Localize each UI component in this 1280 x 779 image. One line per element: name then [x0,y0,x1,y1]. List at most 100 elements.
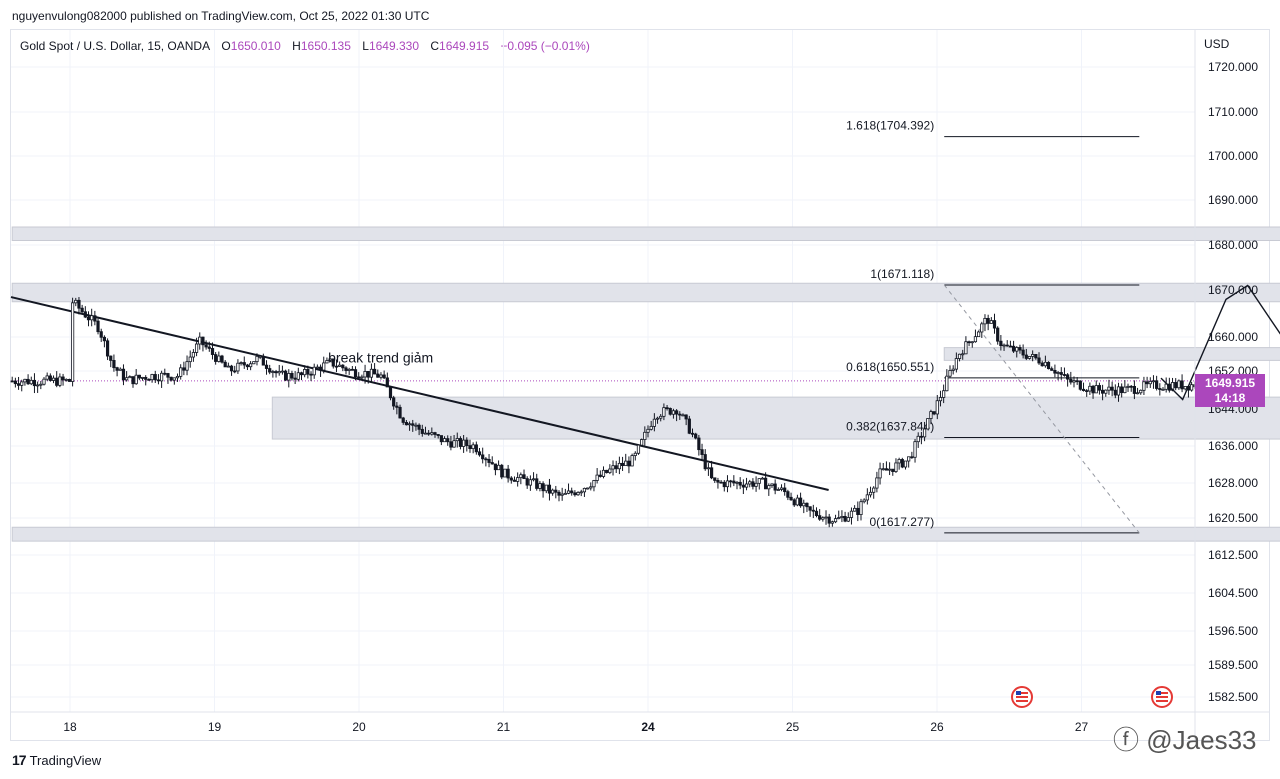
candle-body [1135,392,1140,395]
candle-body [140,376,145,379]
high-label: H [292,39,301,53]
candle-body [1120,386,1124,394]
candle-body [1034,354,1038,359]
candle-body [1072,380,1076,383]
time-tick-label: 26 [930,720,944,734]
candle-body [10,380,14,383]
candle-body [392,397,396,407]
price-tick-label: 1690.000 [1208,193,1258,207]
candle-body [554,489,558,493]
candle-body [525,478,529,486]
candle-body [601,469,606,477]
candle-body [986,317,990,324]
currency-label[interactable]: USD [1204,37,1230,51]
candle-body [1002,344,1006,347]
candle-body [147,378,151,381]
price-tick-label: 1604.500 [1208,586,1258,600]
candle-body [783,487,787,493]
candle-body [274,371,278,374]
candle-body [239,362,243,364]
candle-body [166,373,170,378]
candle-body [455,438,459,442]
candle-body [592,480,596,488]
candle-body [789,496,793,501]
candle-body [287,373,291,381]
flag-stripe [1156,700,1168,702]
candle-body [805,502,809,508]
candle-body [1142,381,1146,391]
candle-body [636,444,641,454]
tradingview-brand[interactable]: 17 TradingView [12,752,101,768]
price-tick-label: 1660.000 [1208,330,1258,344]
candle-body [827,516,831,524]
candle-body [608,468,612,474]
candle-body [360,376,364,379]
candle-body [522,474,526,480]
candle-body [1100,389,1105,394]
candle-body [957,353,962,359]
candle-body [798,497,803,507]
candle-body [659,415,663,419]
candle-body [1174,382,1178,389]
candle-body [1069,378,1073,383]
candle-body [1177,380,1181,389]
annotations: break trend giảmcanh báncanh báncanh mua [328,350,433,366]
candle-body [411,423,415,426]
candle-body [751,481,755,487]
candle-body [236,362,240,372]
price-tick-label: 1589.500 [1208,658,1258,672]
candle-body [655,417,660,420]
candle-body [312,366,316,376]
candle-body [709,467,714,479]
candle-body [331,358,335,367]
candle-body [23,378,27,383]
candle-body [980,323,984,333]
candle-body [182,367,186,371]
candle-body [840,516,844,519]
candle-body [449,441,453,448]
zones [11,226,1280,542]
candle-body [1015,347,1019,352]
candle-body [306,369,310,375]
candle-body [948,370,952,377]
candle-body [179,367,183,377]
candle-body [442,438,447,443]
candle-body [1104,389,1108,394]
candle-body [58,376,62,386]
candle-body [1081,388,1086,391]
candle-body [814,510,819,517]
candle-body [1158,388,1162,390]
candle-body [496,464,501,471]
symbol-title[interactable]: Gold Spot / U.S. Dollar, 15, OANDA [20,39,211,53]
candle-body [153,374,157,381]
candle-body [1097,385,1102,391]
candle-body [395,405,399,408]
candle-body [907,456,911,462]
candle-body [843,516,847,522]
candle-body [535,478,539,489]
candle-body [977,331,981,338]
candle-body [1046,361,1051,370]
candle-body [678,413,682,416]
candle-body [605,469,609,474]
candle-body [824,516,828,519]
low-label: L [362,39,369,53]
candle-body [668,407,672,415]
fibonacci-extension: 1.618(1704.392) 1(1671.118) 0.618(1650.551… [846,119,1140,534]
candle-body [64,378,68,381]
price-zone [11,526,1280,542]
published-byline: nguyenvulong082000 published on TradingV… [12,9,430,23]
change-value: −0.095 (−0.01%) [500,39,590,53]
candle-body [738,481,742,486]
candle-body [916,435,920,443]
candle-body [865,494,869,501]
price-tick-label: 1636.000 [1208,439,1258,453]
candle-body [48,375,52,381]
candle-body [1043,361,1047,367]
candle-body [414,424,418,427]
fib-level-label: 0.618(1650.551) [846,360,934,374]
candle-body [868,491,873,496]
candle-body [350,368,354,371]
low-value: 1649.330 [368,39,419,53]
